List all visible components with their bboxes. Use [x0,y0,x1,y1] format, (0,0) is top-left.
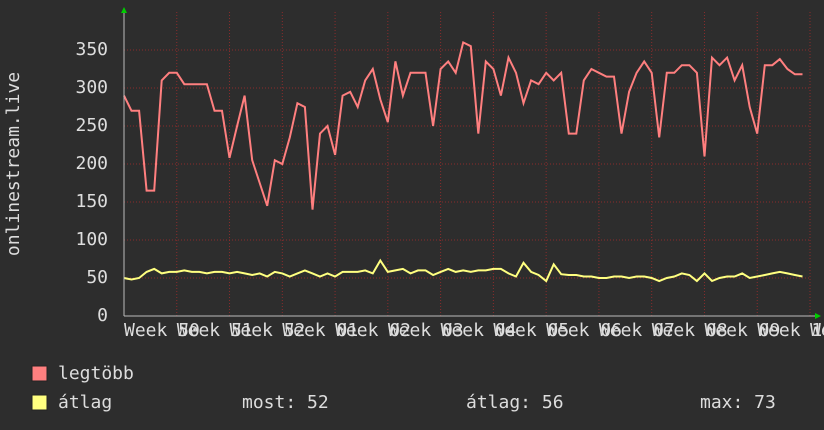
x-tick-label: Week 06 [546,320,622,341]
y-axis-label: onlinestream.live [3,72,24,256]
x-tick-label: Week 04 [441,320,517,341]
legend-stat: átlag: 56 [466,392,564,413]
x-tick-label: Week 08 [652,320,728,341]
x-tick-label: Week 02 [335,320,411,341]
x-arrow [815,313,821,319]
legend-swatch [31,365,48,382]
x-tick-label: Week 51 [177,320,253,341]
legend-stat: max: 73 [700,392,776,413]
x-tick-label: Week 03 [388,320,464,341]
legend-swatch [31,394,48,411]
y-tick-label: 350 [75,39,108,60]
x-tick-label: Week 11 [810,320,824,341]
y-tick-label: 300 [75,77,108,98]
legend-label: átlag [58,392,112,413]
legend-stat: most: 52 [242,392,329,413]
x-tick-label: Week 50 [124,320,200,341]
y-tick-label: 150 [75,191,108,212]
y-tick-label: 250 [75,115,108,136]
y-tick-label: 200 [75,153,108,174]
x-tick-label: Week 05 [493,320,569,341]
series-line [123,40,803,210]
x-tick-label: Week 09 [704,320,780,341]
y-tick-label: 50 [86,267,108,288]
x-tick-label: Week 10 [757,320,824,341]
series-line [123,258,803,283]
legend-label: legtöbb [58,363,134,384]
x-tick-label: Week 01 [282,320,358,341]
y-tick-label: 100 [75,229,108,250]
x-tick-label: Week 07 [599,320,675,341]
y-arrow [121,7,127,13]
x-tick-label: Week 52 [230,320,306,341]
y-tick-label: 0 [97,305,108,326]
